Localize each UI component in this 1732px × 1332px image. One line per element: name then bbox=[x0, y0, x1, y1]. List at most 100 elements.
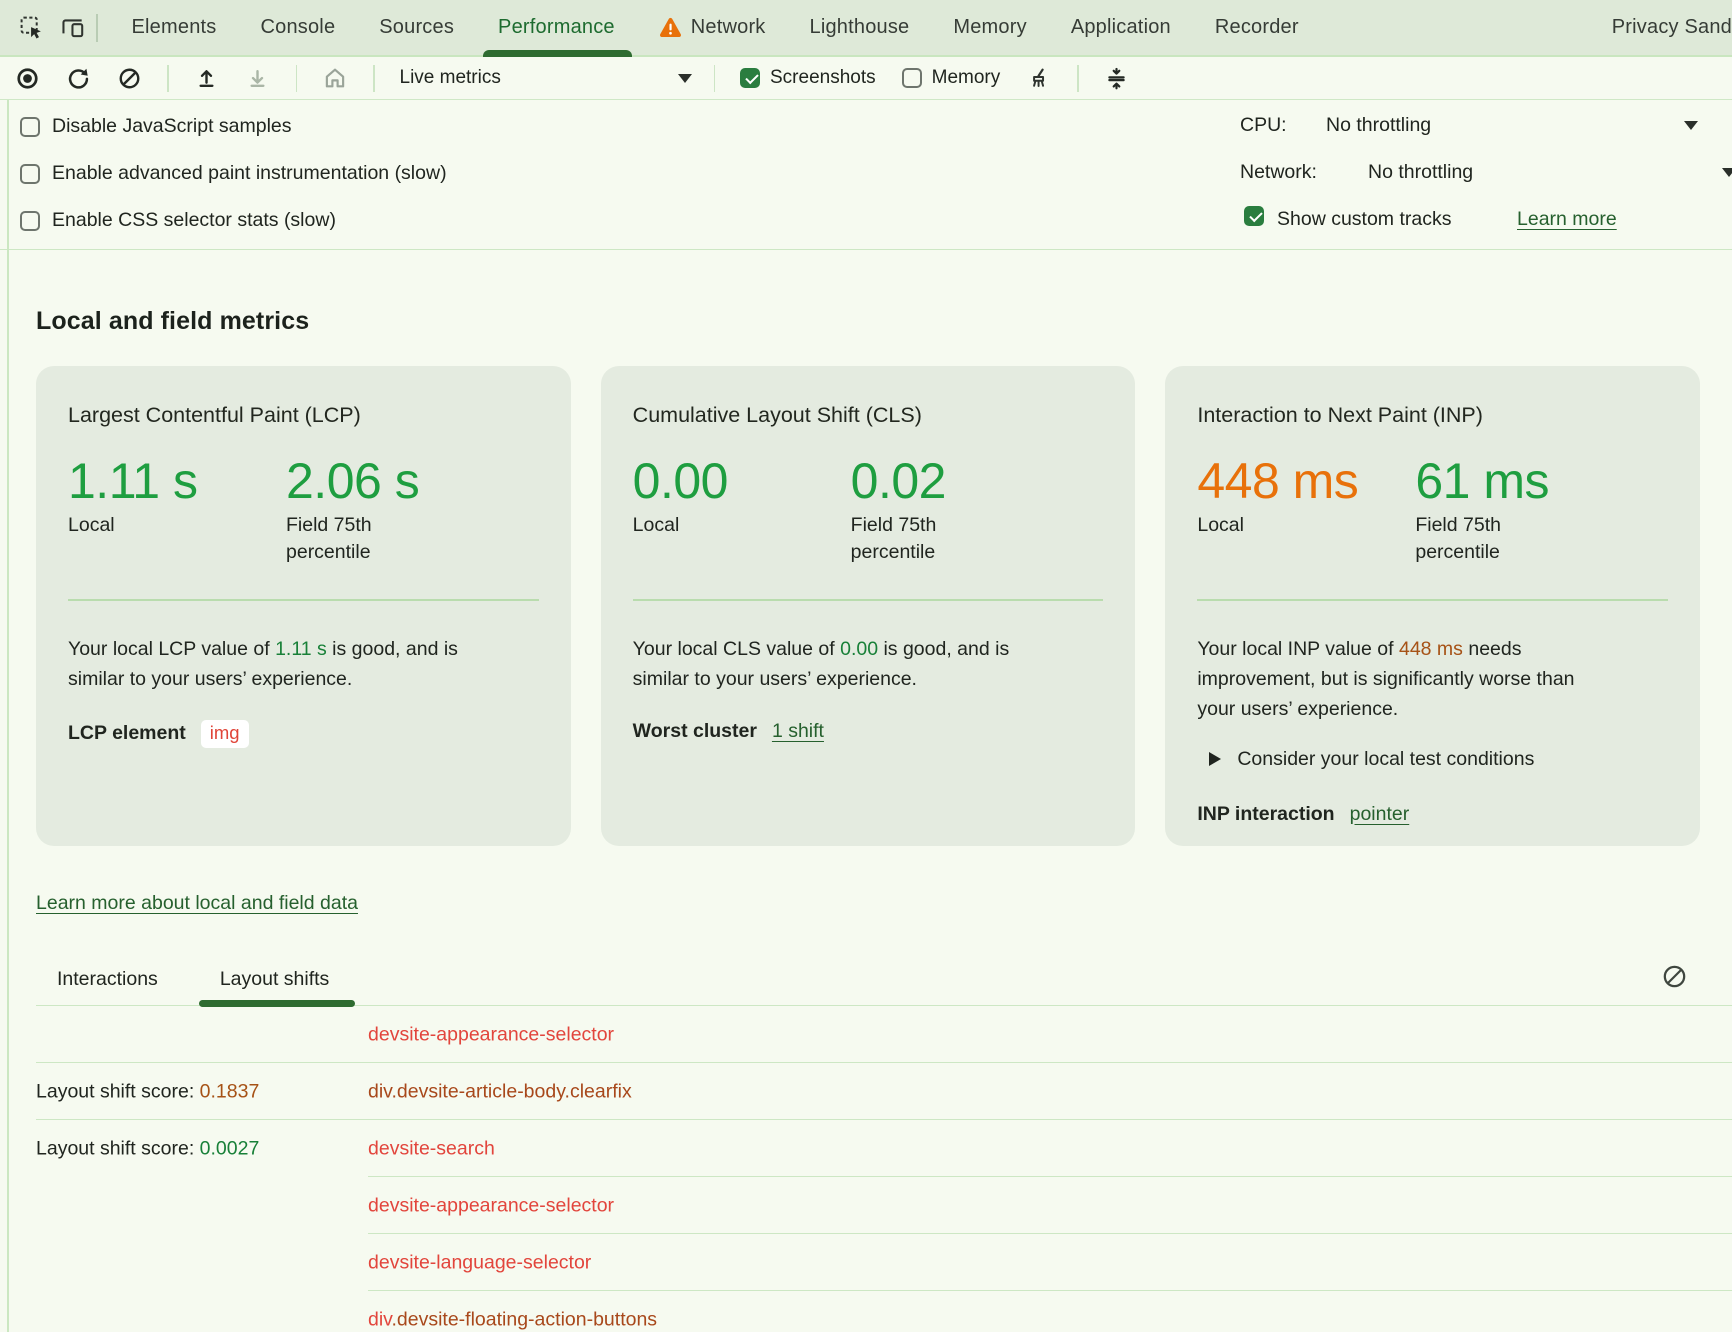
element-selector-segment[interactable]: devsite-appearance-selector bbox=[368, 1023, 614, 1045]
element-selector-link[interactable]: div.devsite-article-body.clearfix bbox=[368, 1080, 632, 1103]
layout-shift-row: devsite-appearance-selector bbox=[0, 1177, 1732, 1234]
inp-interaction-label: INP interaction bbox=[1197, 803, 1334, 826]
tab-network-label: Network bbox=[691, 16, 766, 39]
disable-js-samples-checkbox[interactable] bbox=[20, 117, 40, 137]
card-divider bbox=[1197, 599, 1668, 601]
inp-interaction-link[interactable]: pointer bbox=[1350, 803, 1410, 826]
clear-log-icon[interactable] bbox=[1661, 963, 1688, 995]
memory-toggle[interactable]: Memory bbox=[902, 67, 1001, 89]
advanced-paint-toggle[interactable]: Enable advanced paint instrumentation (s… bbox=[20, 162, 447, 185]
collapse-panel-icon[interactable] bbox=[1104, 65, 1130, 91]
reload-icon[interactable] bbox=[65, 65, 91, 91]
lcp-local-label: Local bbox=[68, 512, 286, 539]
tab-network[interactable]: Network bbox=[659, 0, 766, 55]
lcp-card: Largest Contentful Paint (LCP) 1.11 s Lo… bbox=[36, 366, 571, 846]
cls-description: Your local CLS value of 0.00 is good, an… bbox=[633, 634, 1031, 694]
tab-console[interactable]: Console bbox=[260, 0, 335, 55]
tab-privacy-sandbox[interactable]: Privacy Sand bbox=[1568, 0, 1732, 55]
lcp-field-label: Field 75th percentile bbox=[286, 512, 436, 566]
network-throttling-select[interactable]: No throttling bbox=[1368, 161, 1473, 184]
cpu-throttling-select[interactable]: No throttling bbox=[1326, 114, 1431, 137]
upload-profile-icon[interactable] bbox=[194, 65, 220, 91]
tab-lighthouse[interactable]: Lighthouse bbox=[810, 0, 910, 55]
tab-application[interactable]: Application bbox=[1071, 0, 1171, 55]
metric-cards: Largest Contentful Paint (LCP) 1.11 s Lo… bbox=[36, 366, 1700, 846]
layout-shift-row: devsite-appearance-selector bbox=[0, 1006, 1732, 1063]
tab-memory[interactable]: Memory bbox=[953, 0, 1026, 55]
element-selector-link[interactable]: devsite-search bbox=[368, 1137, 495, 1160]
layout-shift-row: Layout shift score: 0.0027 devsite-searc… bbox=[0, 1120, 1732, 1177]
expand-triangle-icon bbox=[1209, 752, 1221, 766]
element-selector-segment[interactable]: devsite-appearance-selector bbox=[368, 1194, 614, 1216]
screenshots-label: Screenshots bbox=[770, 67, 876, 89]
cpu-chevron-down-icon[interactable] bbox=[1684, 121, 1698, 130]
inp-card-title: Interaction to Next Paint (INP) bbox=[1197, 402, 1668, 428]
download-profile-icon[interactable] bbox=[245, 65, 271, 91]
record-icon[interactable] bbox=[14, 65, 40, 91]
element-selector-link[interactable]: devsite-appearance-selector bbox=[368, 1194, 614, 1217]
tab-performance[interactable]: Performance bbox=[498, 0, 615, 55]
worst-cluster-label: Worst cluster bbox=[633, 720, 757, 743]
tab-sources[interactable]: Sources bbox=[379, 0, 454, 55]
chevron-down-icon bbox=[678, 74, 692, 83]
network-label: Network: bbox=[1240, 161, 1317, 184]
cls-card: Cumulative Layout Shift (CLS) 0.00 Local… bbox=[601, 366, 1136, 846]
live-metrics-log-tabs: Interactions Layout shifts bbox=[36, 953, 1732, 1006]
panel-tabs: Elements Console Sources Performance Net… bbox=[108, 0, 1732, 55]
tab-recorder[interactable]: Recorder bbox=[1215, 0, 1299, 55]
advanced-paint-label: Enable advanced paint instrumentation (s… bbox=[52, 162, 447, 185]
tab-elements[interactable]: Elements bbox=[132, 0, 217, 55]
css-selector-stats-checkbox[interactable] bbox=[20, 211, 40, 231]
home-icon[interactable] bbox=[322, 65, 348, 91]
warning-icon bbox=[659, 17, 682, 38]
lcp-card-title: Largest Contentful Paint (LCP) bbox=[68, 402, 539, 428]
network-chevron-down-icon[interactable] bbox=[1722, 168, 1732, 177]
element-selector-segment[interactable]: div.devsite-article-body.clearfix bbox=[368, 1080, 632, 1102]
memory-checkbox[interactable] bbox=[902, 68, 922, 88]
toolbar-separator bbox=[296, 65, 298, 92]
clear-icon[interactable] bbox=[116, 65, 142, 91]
lcp-element-label: LCP element bbox=[68, 722, 186, 745]
screenshots-checkbox[interactable] bbox=[740, 68, 760, 88]
show-custom-tracks-checkbox[interactable] bbox=[1244, 206, 1264, 226]
live-metrics-label: Live metrics bbox=[400, 67, 501, 89]
worst-cluster-link[interactable]: 1 shift bbox=[772, 720, 824, 743]
local-field-learn-more-link[interactable]: Learn more about local and field data bbox=[36, 892, 358, 915]
card-divider bbox=[633, 599, 1104, 601]
device-toolbar-icon[interactable] bbox=[60, 15, 86, 41]
css-selector-stats-label: Enable CSS selector stats (slow) bbox=[52, 209, 336, 232]
css-selector-stats-toggle[interactable]: Enable CSS selector stats (slow) bbox=[20, 209, 336, 232]
panel-left-border bbox=[7, 58, 9, 1332]
inp-card: Interaction to Next Paint (INP) 448 ms L… bbox=[1165, 366, 1700, 846]
capture-settings: Disable JavaScript samples Enable advanc… bbox=[0, 100, 1732, 250]
lcp-local-value: 1.11 s bbox=[68, 454, 286, 508]
advanced-paint-checkbox[interactable] bbox=[20, 164, 40, 184]
page-title: Local and field metrics bbox=[36, 306, 1732, 336]
live-metrics-dropdown[interactable]: Live metrics bbox=[400, 67, 692, 89]
element-selector-segment[interactable]: .devsite-floating-action-buttons bbox=[391, 1308, 657, 1330]
tab-layout-shifts[interactable]: Layout shifts bbox=[220, 953, 329, 1005]
inspect-element-icon[interactable] bbox=[18, 15, 44, 41]
screenshots-toggle[interactable]: Screenshots bbox=[740, 67, 876, 89]
cls-local-label: Local bbox=[633, 512, 851, 539]
disable-js-samples-label: Disable JavaScript samples bbox=[52, 115, 292, 138]
element-selector-segment[interactable]: devsite-search bbox=[368, 1137, 495, 1159]
toolbar-separator bbox=[714, 65, 716, 92]
consider-conditions-expander[interactable]: Consider your local test conditions bbox=[1197, 748, 1668, 771]
lcp-element-link[interactable]: img bbox=[201, 720, 249, 748]
element-selector-segment[interactable]: div bbox=[368, 1308, 391, 1330]
devtools-tab-bar: Elements Console Sources Performance Net… bbox=[0, 0, 1732, 57]
tab-interactions[interactable]: Interactions bbox=[57, 953, 158, 1005]
toolbar-separator bbox=[373, 65, 375, 92]
layout-shift-score-label: Layout shift score: 0.1837 bbox=[36, 1080, 259, 1103]
disable-js-samples-toggle[interactable]: Disable JavaScript samples bbox=[20, 115, 292, 138]
layout-shift-rows: devsite-appearance-selector Layout shift… bbox=[0, 1006, 1732, 1332]
element-selector-link[interactable]: devsite-language-selector bbox=[368, 1251, 591, 1274]
element-selector-segment[interactable]: devsite-language-selector bbox=[368, 1251, 591, 1273]
element-selector-link[interactable]: div.devsite-floating-action-buttons bbox=[368, 1308, 657, 1331]
layout-shift-row: div.devsite-floating-action-buttons bbox=[0, 1291, 1732, 1332]
element-selector-link[interactable]: devsite-appearance-selector bbox=[368, 1023, 614, 1046]
custom-tracks-learn-more-link[interactable]: Learn more bbox=[1517, 208, 1617, 231]
lcp-description: Your local LCP value of 1.11 s is good, … bbox=[68, 634, 466, 694]
gc-brush-icon[interactable] bbox=[1026, 65, 1052, 91]
